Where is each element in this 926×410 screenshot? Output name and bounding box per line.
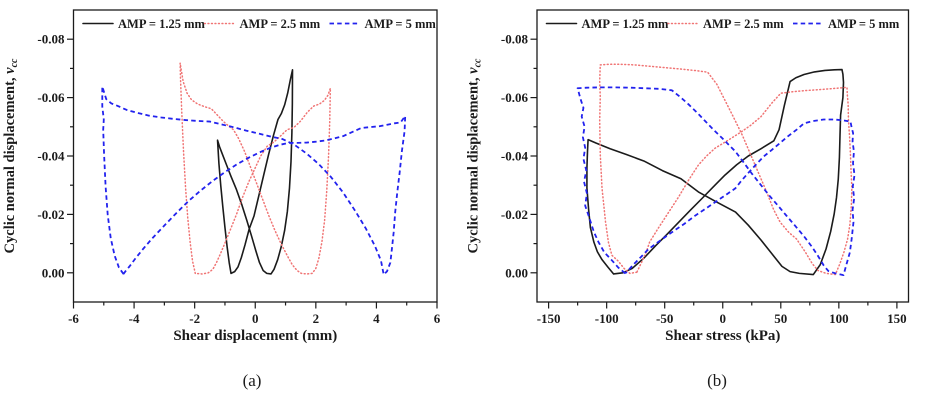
y-tick-label: -0.08	[501, 32, 529, 47]
legend-item-amp-1.25-mm: AMP = 1.25 mm	[545, 17, 670, 31]
legend-label: AMP = 5 mm	[365, 17, 437, 31]
x-tick-label: 0	[252, 311, 259, 326]
x-tick-label: -150	[537, 311, 561, 326]
x-axis-title-b: Shear stress (kPa)	[665, 328, 780, 344]
axis-tick-labels-a: -6 -4 -2 0 2 4 6 0.00 -0.02 -0.04 -0.06 -0.08	[37, 32, 440, 326]
x-tick-label: 50	[774, 311, 787, 326]
legend-b: AMP = 1.25 mm AMP = 2.5 mm AMP = 5 mm	[545, 17, 900, 31]
series-amp-5-mm-chart-a	[101, 85, 407, 276]
y-tick-label: -0.02	[37, 207, 64, 222]
x-tick-label: -4	[129, 311, 140, 326]
axis-tick-labels-b: -150 -100 -50 0 50 100 150 0.00 -0.02 -0.04 -0.06 -…	[501, 32, 907, 326]
x-tick-label: -6	[68, 311, 79, 326]
y-tick-label: -0.02	[501, 207, 528, 222]
legend-item-amp-2.5-mm: AMP = 2.5 mm	[203, 17, 321, 31]
y-tick-label: -0.08	[37, 32, 65, 47]
y-tick-label: -0.06	[37, 90, 65, 105]
y-tick-label: 0.00	[505, 265, 528, 280]
legend-label: AMP = 1.25 mm	[582, 17, 670, 31]
x-tick-label: 100	[829, 311, 849, 326]
y-tick-label: 0.00	[42, 265, 65, 280]
legend-label: AMP = 5 mm	[828, 17, 900, 31]
x-tick-label: 6	[434, 311, 441, 326]
series-amp-5-mm-chart-b	[576, 86, 856, 277]
legend-label: AMP = 2.5 mm	[240, 17, 321, 31]
y-axis-title-a: Cyclic normal displacement, vcc	[2, 58, 20, 254]
series-amp-1.25-mm-chart-a	[216, 69, 294, 275]
chart-b: -150 -100 -50 0 50 100 150 0.00 -0.02 -0.04 -0.06 -…	[466, 9, 910, 344]
legend-item-amp-2.5-mm: AMP = 2.5 mm	[667, 17, 784, 31]
legend-a: AMP = 1.25 mm AMP = 2.5 mm AMP = 5 mm	[82, 17, 437, 31]
x-tick-label: 2	[313, 311, 320, 326]
series-amp-2.5-mm-chart-b	[598, 63, 853, 276]
legend-item-amp-5-mm: AMP = 5 mm	[329, 17, 437, 31]
y-tick-label: -0.04	[501, 149, 529, 164]
x-tick-label: 0	[720, 311, 727, 326]
axis-ticks-b	[530, 38, 898, 309]
series-amp-2.5-mm-chart-a	[179, 62, 332, 275]
legend-item-amp-5-mm: AMP = 5 mm	[793, 17, 900, 31]
x-tick-label: -50	[656, 311, 673, 326]
y-tick-label: -0.04	[37, 149, 65, 164]
legend-label: AMP = 2.5 mm	[703, 17, 784, 31]
caption-a: (a)	[242, 371, 262, 390]
legend-item-amp-1.25-mm: AMP = 1.25 mm	[82, 17, 206, 31]
x-tick-label: 150	[887, 311, 907, 326]
axis-ticks-a	[67, 38, 438, 309]
legend-label: AMP = 1.25 mm	[118, 17, 206, 31]
x-tick-label: -100	[595, 311, 619, 326]
y-axis-title-b: Cyclic normal displacement, vcc	[466, 58, 484, 254]
x-axis-title-a: Shear displacement (mm)	[173, 328, 337, 344]
x-tick-label: -2	[189, 311, 200, 326]
chart-a: -6 -4 -2 0 2 4 6 0.00 -0.02 -0.04 -0.06 -0.08 Shear …	[2, 9, 441, 344]
plot-frame-a	[72, 9, 438, 303]
x-tick-label: 4	[373, 311, 380, 326]
caption-b: (b)	[707, 371, 727, 390]
y-tick-label: -0.06	[501, 90, 529, 105]
series-amp-1.25-mm-chart-b	[586, 68, 845, 276]
